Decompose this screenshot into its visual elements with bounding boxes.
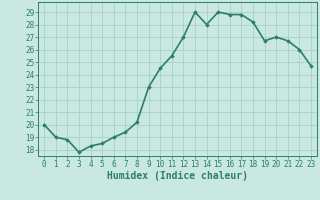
X-axis label: Humidex (Indice chaleur): Humidex (Indice chaleur): [107, 171, 248, 181]
